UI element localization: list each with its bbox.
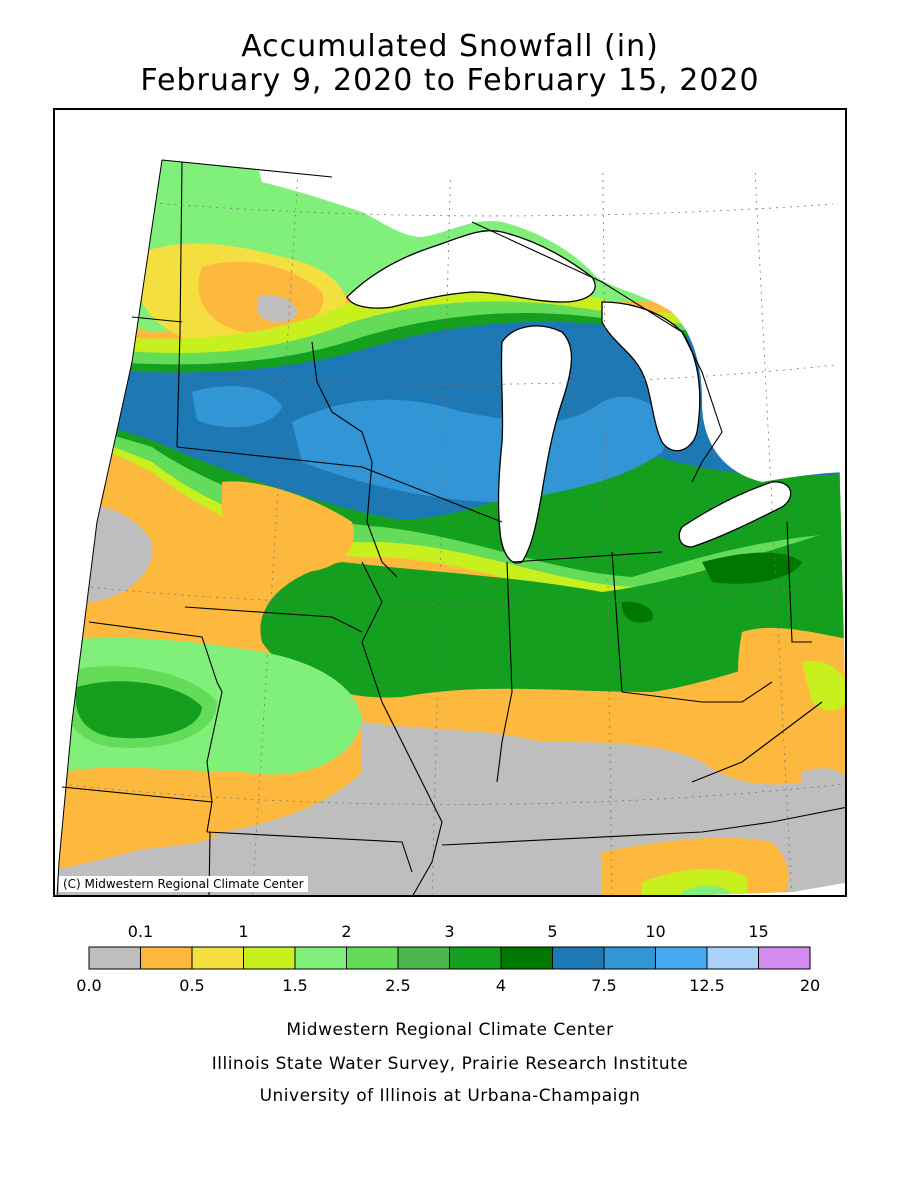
legend-swatch [191, 946, 244, 970]
legend-swatch [500, 946, 553, 970]
legend-bottom-label: 20 [799, 976, 821, 995]
legend-bottom-label: 0.5 [179, 976, 205, 995]
legend-swatch [294, 946, 347, 970]
legend-bottom-label: 7.5 [591, 976, 617, 995]
legend-top-label: 10 [645, 922, 666, 941]
legend-bottom-label: 4 [495, 976, 507, 995]
copyright-notice: (C) Midwestern Regional Climate Center [59, 876, 308, 892]
footer-university: University of Illinois at Urbana-Champai… [259, 1086, 641, 1106]
legend-swatch [603, 946, 656, 970]
domain-edge [56, 159, 163, 895]
state-boundaries [61, 159, 845, 895]
map-date-range: February 9, 2020 to February 15, 2020 [140, 63, 760, 98]
legend-swatch [346, 946, 399, 970]
great-lakes [242, 110, 845, 564]
legend-bottom-label: 1.5 [282, 976, 308, 995]
legend-swatch [397, 946, 450, 970]
legend-top-label: 15 [748, 922, 769, 941]
snowfall-map: (C) Midwestern Regional Climate Center [53, 108, 847, 897]
legend-swatch [88, 946, 141, 970]
legend-swatch [140, 946, 193, 970]
legend-swatch [552, 946, 605, 970]
legend-swatch [758, 946, 811, 970]
legend-top-label: 2 [341, 922, 352, 941]
legend-top-label: 5 [547, 922, 558, 941]
legend-bottom-label: 2.5 [385, 976, 411, 995]
legend-bottom-label: 0.0 [76, 976, 102, 995]
footer-org: Midwestern Regional Climate Center [286, 1020, 614, 1040]
legend-top-label: 3 [444, 922, 455, 941]
footer-survey: Illinois State Water Survey, Prairie Res… [211, 1054, 689, 1074]
color-legend: 0.1 1 2 3 5 10 15 0.0 0.5 1.5 2.5 4 7.5 12.5 20 [76, 922, 821, 995]
legend-top-label: 1 [238, 922, 249, 941]
legend-swatch [449, 946, 502, 970]
map-title: Accumulated Snowfall (in) [241, 29, 659, 64]
legend-top-label: 0.1 [127, 922, 154, 941]
lake-huron [601, 301, 701, 452]
lake-erie [678, 481, 792, 548]
legend-bottom-label: 12.5 [689, 976, 725, 995]
lake-michigan [497, 325, 573, 564]
legend-swatch [706, 946, 759, 970]
canada-land [242, 110, 845, 482]
legend-swatch [655, 946, 708, 970]
legend-swatch [243, 946, 296, 970]
